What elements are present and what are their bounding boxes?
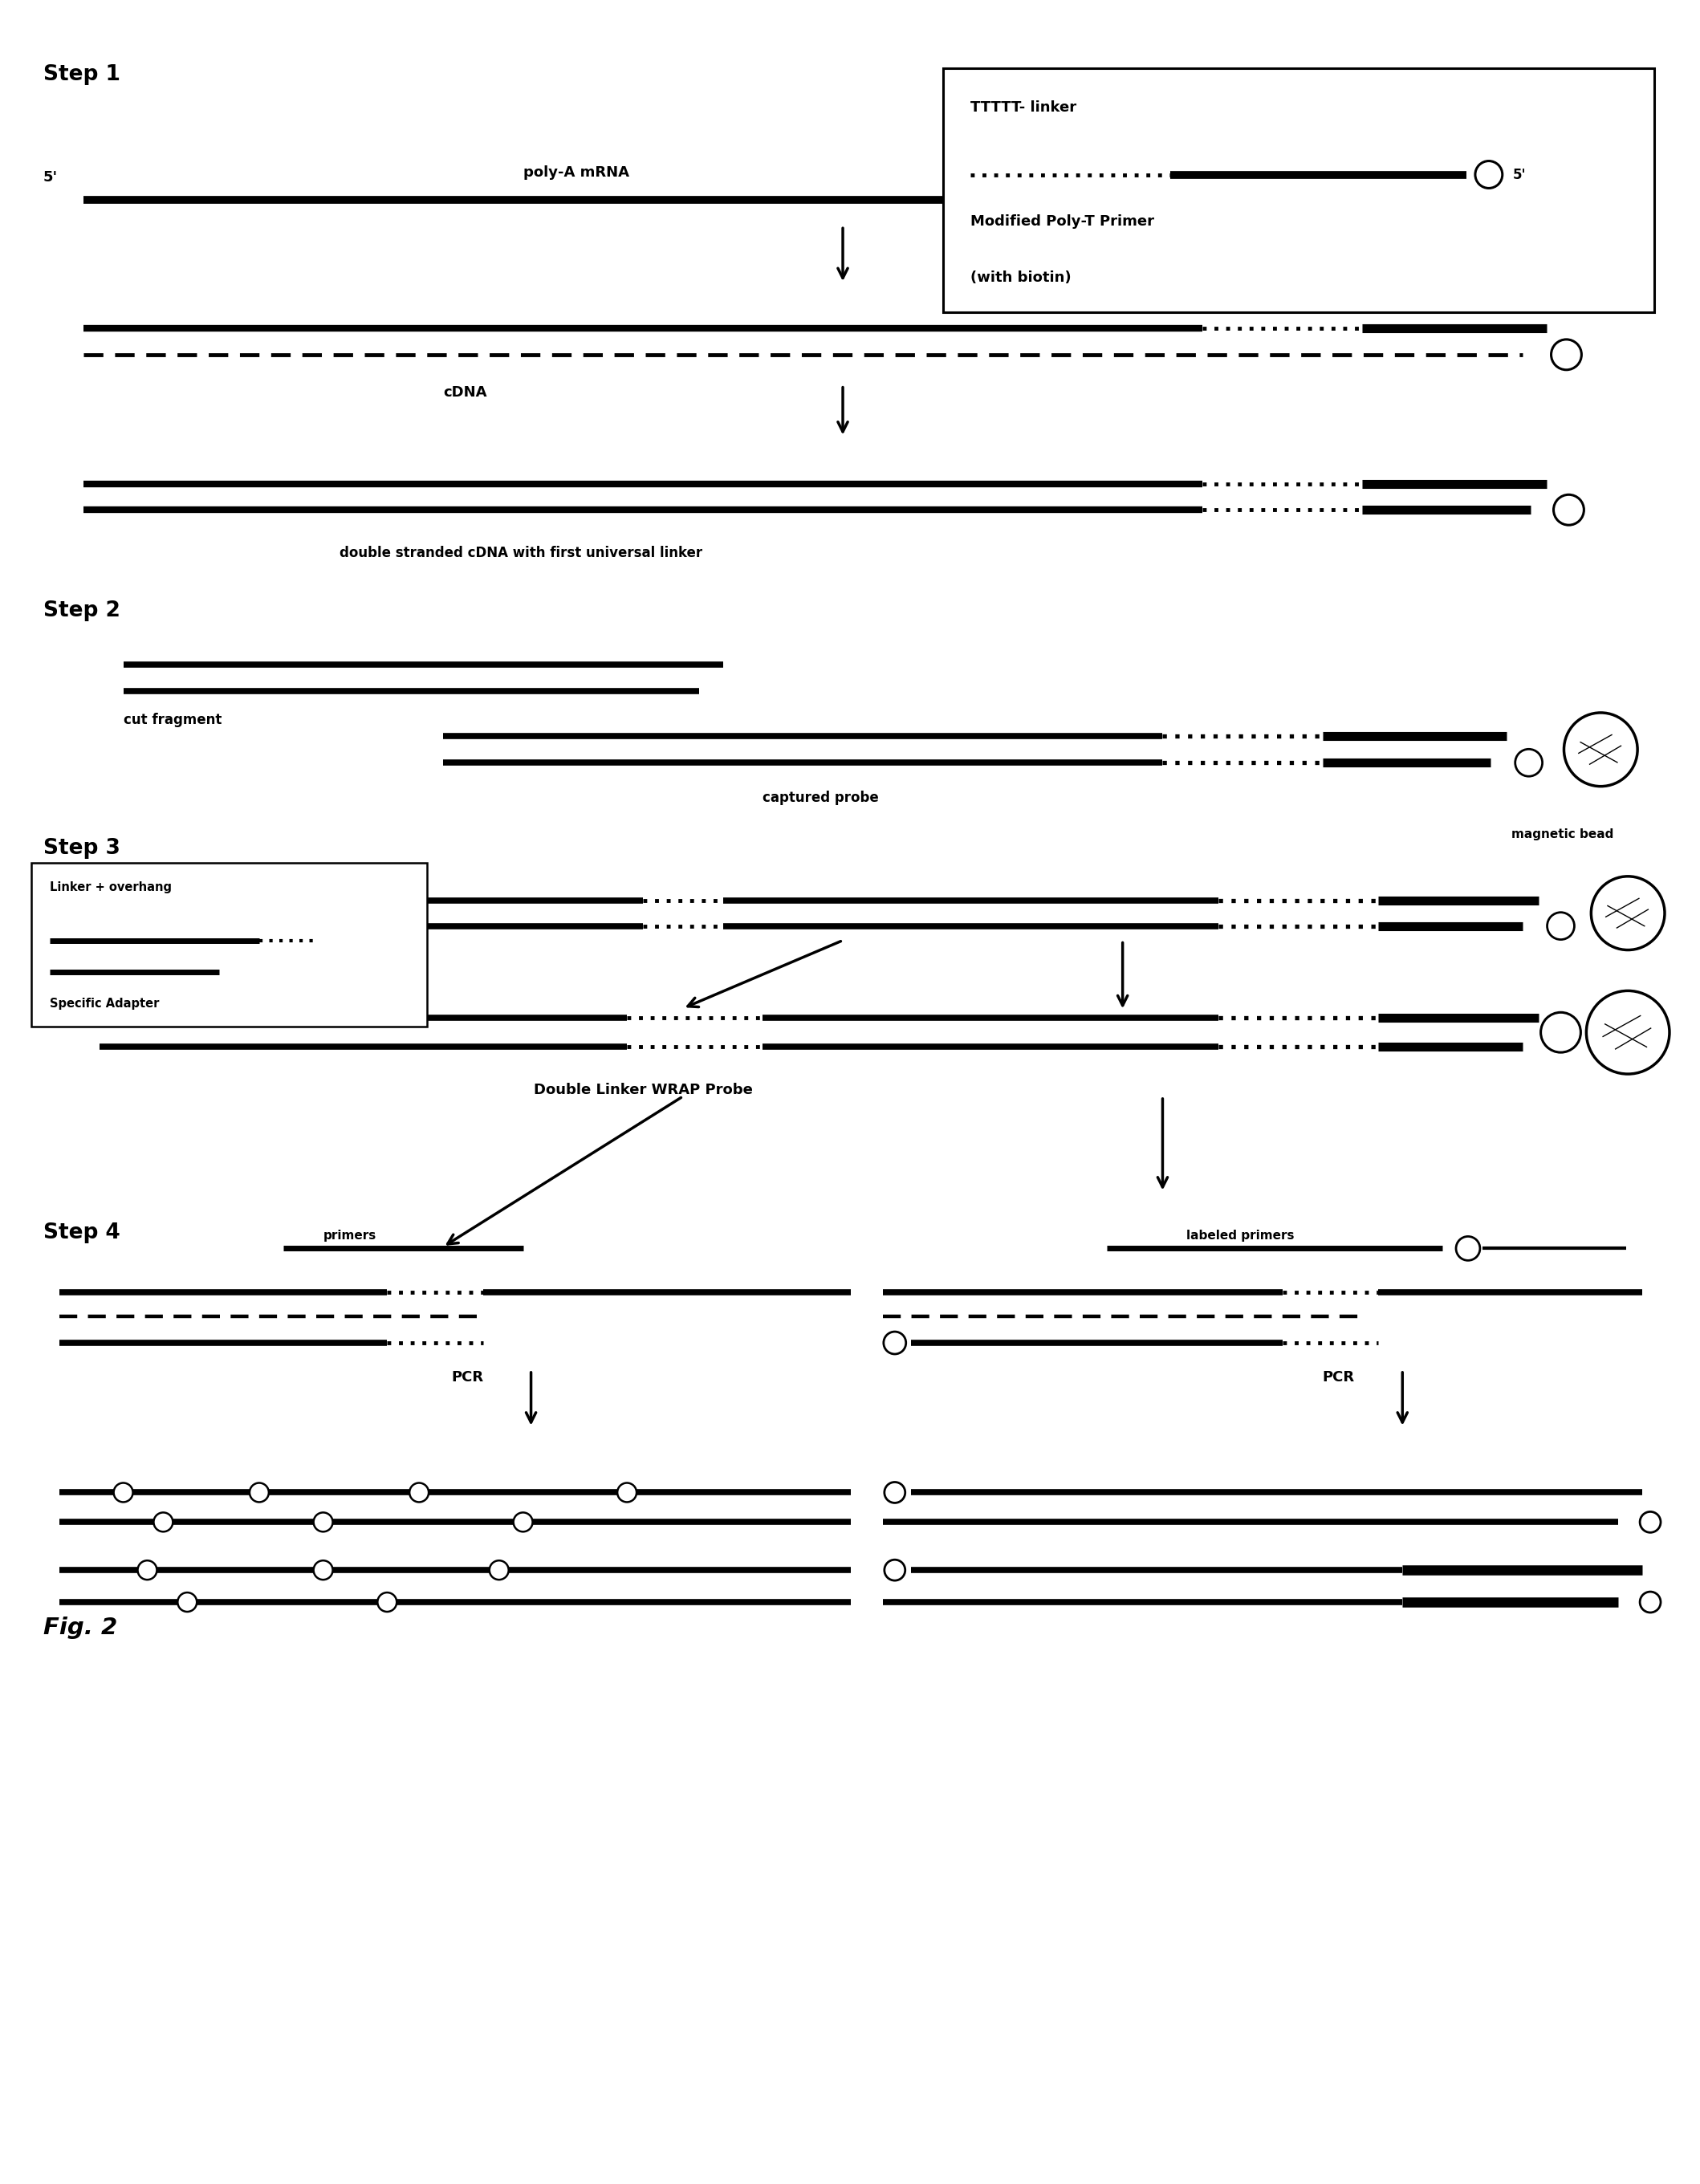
FancyBboxPatch shape [944, 68, 1654, 312]
Circle shape [1586, 992, 1669, 1075]
Circle shape [1547, 913, 1574, 939]
Text: Step 1: Step 1 [43, 63, 121, 85]
Circle shape [1476, 162, 1503, 188]
Circle shape [513, 1514, 532, 1531]
Text: Step 2: Step 2 [43, 601, 121, 620]
Text: primers: primers [323, 1230, 376, 1243]
Text: Double Linker WRAP Probe: Double Linker WRAP Probe [534, 1083, 753, 1096]
Circle shape [1591, 876, 1664, 950]
Text: Modified Poly-T Primer: Modified Poly-T Primer [971, 214, 1154, 229]
Circle shape [884, 1559, 904, 1581]
Circle shape [114, 1483, 133, 1503]
Text: AAAA: AAAA [1083, 166, 1124, 179]
Circle shape [1564, 712, 1637, 786]
Circle shape [884, 1483, 904, 1503]
Text: (with biotin): (with biotin) [971, 271, 1071, 286]
Circle shape [1554, 494, 1584, 524]
Text: Fig. 2: Fig. 2 [43, 1616, 117, 1638]
Text: Step 4: Step 4 [43, 1223, 121, 1243]
Text: Step 3: Step 3 [43, 839, 121, 858]
Text: 5': 5' [1513, 168, 1527, 181]
Text: Specific Adapter: Specific Adapter [49, 998, 160, 1009]
Circle shape [1640, 1511, 1661, 1533]
Circle shape [313, 1562, 333, 1579]
Circle shape [138, 1562, 156, 1579]
Circle shape [884, 1332, 906, 1354]
Text: captured probe: captured probe [763, 791, 879, 806]
Circle shape [1540, 1013, 1581, 1053]
Circle shape [377, 1592, 396, 1612]
Circle shape [410, 1483, 428, 1503]
Text: poly-A mRNA: poly-A mRNA [524, 166, 629, 179]
Text: TTTTT- linker: TTTTT- linker [971, 100, 1076, 114]
Text: PCR: PCR [450, 1369, 483, 1385]
Text: double stranded cDNA with first universal linker: double stranded cDNA with first universa… [338, 546, 702, 561]
Circle shape [177, 1592, 197, 1612]
Circle shape [153, 1514, 173, 1531]
Text: cut fragment: cut fragment [124, 714, 221, 727]
Circle shape [250, 1483, 269, 1503]
Text: Linker + overhang: Linker + overhang [49, 880, 172, 893]
Text: TTTT- Linker + biotin: TTTT- Linker + biotin [1243, 227, 1386, 240]
Text: 5': 5' [43, 170, 58, 186]
Text: cDNA: cDNA [444, 384, 486, 400]
Circle shape [1550, 339, 1581, 369]
Circle shape [490, 1562, 508, 1579]
Circle shape [617, 1483, 636, 1503]
FancyBboxPatch shape [31, 863, 427, 1026]
Circle shape [313, 1514, 333, 1531]
Text: PCR: PCR [1323, 1369, 1355, 1385]
Text: labeled primers: labeled primers [1187, 1230, 1294, 1243]
Circle shape [1640, 1592, 1661, 1612]
Text: magnetic bead: magnetic bead [1511, 828, 1613, 841]
Circle shape [1455, 1236, 1481, 1260]
Circle shape [1515, 749, 1542, 775]
